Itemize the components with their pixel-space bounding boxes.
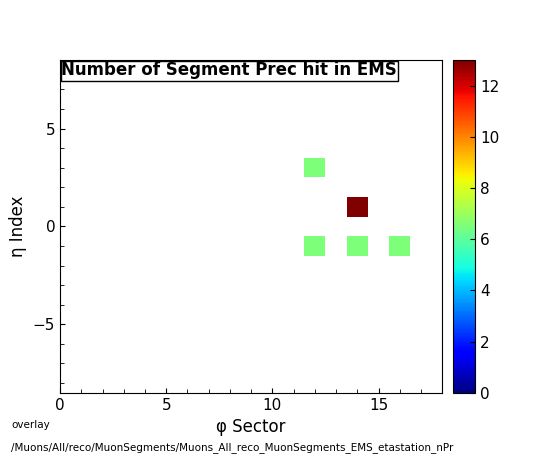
Text: overlay: overlay [11,419,50,430]
Y-axis label: η Index: η Index [9,195,27,257]
X-axis label: φ Sector: φ Sector [216,418,286,436]
Bar [389,236,411,256]
Text: /Muons/All/reco/MuonSegments/Muons_All_reco_MuonSegments_EMS_etastation_nPr: /Muons/All/reco/MuonSegments/Muons_All_r… [11,442,453,453]
Bar [347,197,368,217]
Legend:  [61,61,397,80]
Bar [347,236,368,256]
Bar [304,236,325,256]
Bar [304,158,325,177]
